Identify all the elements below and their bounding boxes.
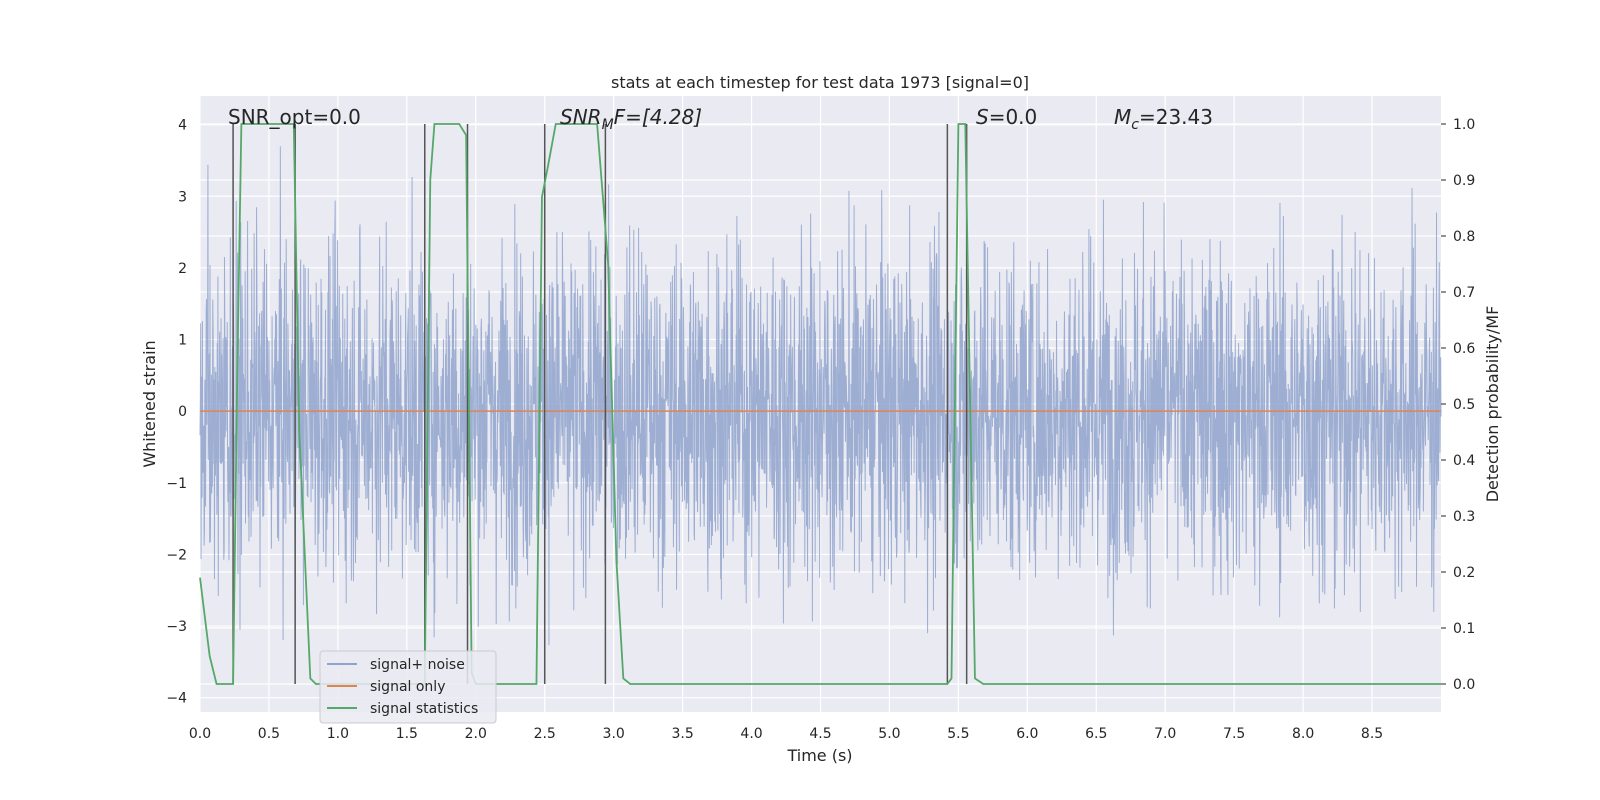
x-tick-label: 4.5 [809, 726, 831, 742]
y-tick-label: 1 [178, 333, 187, 349]
chart-title: stats at each timestep for test data 197… [611, 73, 1029, 92]
y2-tick-label: 0.3 [1453, 509, 1475, 525]
x-tick-label: 1.0 [327, 726, 349, 742]
event-markers [232, 124, 968, 684]
signal-noise-line [199, 146, 1442, 646]
y-tick-label: 4 [178, 118, 187, 134]
legend-label-signal-statistics: signal statistics [370, 701, 478, 717]
y2-tick-label: 0.8 [1453, 229, 1475, 245]
y2-tick-label: 0.5 [1453, 397, 1475, 413]
y2-tick-labels: 0.0 0.1 0.2 0.3 0.4 0.5 0.6 0.7 0.8 0.9 1.0 [1441, 117, 1475, 693]
x-tick-label: 7.0 [1154, 726, 1176, 742]
y-tick-label: −2 [166, 547, 187, 563]
y-tick-label: −3 [166, 619, 187, 635]
legend-label-signal-only: signal only [370, 679, 445, 695]
x-tick-label: 3.5 [671, 726, 693, 742]
x-tick-label: 4.0 [740, 726, 762, 742]
y-tick-label: 2 [178, 261, 187, 277]
x-tick-label: 7.5 [1223, 726, 1245, 742]
x-tick-label: 5.0 [878, 726, 900, 742]
y2-tick-label: 0.7 [1453, 285, 1475, 301]
legend-label-signal-noise: signal+ noise [370, 657, 465, 673]
y-tick-labels: −4 −3 −2 −1 0 1 2 3 4 [166, 118, 187, 707]
y2-tick-label: 1.0 [1453, 117, 1475, 133]
y2-tick-label: 0.1 [1453, 621, 1475, 637]
x-tick-label: 8.0 [1292, 726, 1314, 742]
x-tick-label: 2.5 [534, 726, 556, 742]
x-tick-labels: 0.0 0.5 1.0 1.5 2.0 2.5 3.0 3.5 4.0 4.5 5.0 5.5 6.0 6… [189, 726, 1383, 742]
x-tick-label: 0.0 [189, 726, 211, 742]
snr-mf-rest: F=[4.28] [614, 105, 702, 129]
annotation-mc: Mc=23.43 [1114, 105, 1213, 133]
x-axis-label: Time (s) [786, 746, 852, 765]
snr-mf-base: SNR [560, 105, 602, 129]
y2-tick-label: 0.6 [1453, 341, 1475, 357]
legend: signal+ noise signal only signal statist… [319, 650, 497, 724]
y-tick-label: −1 [166, 476, 187, 492]
y2-tick-label: 0.0 [1453, 677, 1475, 693]
x-tick-label: 6.5 [1085, 726, 1107, 742]
x-tick-label: 1.5 [396, 726, 418, 742]
s-rest: =0.0 [989, 105, 1038, 129]
annotation-snr-mf: SNRMF=[4.28] [560, 105, 702, 133]
x-tick-label: 0.5 [258, 726, 280, 742]
y2-tick-label: 0.4 [1453, 453, 1475, 469]
x-tick-label: 8.5 [1361, 726, 1383, 742]
s-italic: S [976, 105, 989, 129]
x-tick-label: 6.0 [1016, 726, 1038, 742]
y2-tick-label: 0.2 [1453, 565, 1475, 581]
x-tick-label: 5.5 [947, 726, 969, 742]
y-axis-label: Whitened strain [140, 340, 159, 467]
annotation-s: S=0.0 [976, 105, 1037, 129]
y-tick-label: 3 [178, 189, 187, 205]
y-tick-label: −4 [166, 691, 187, 707]
mc-sub: c [1131, 117, 1139, 133]
snr-mf-sub: M [602, 117, 614, 133]
annotation-snr-opt: SNR_opt=0.0 [228, 105, 361, 129]
y2-tick-label: 0.9 [1453, 173, 1475, 189]
x-tick-label: 3.0 [603, 726, 625, 742]
y2-axis-label: Detection probability/MF [1483, 306, 1502, 503]
y-tick-label: 0 [178, 404, 187, 420]
x-tick-label: 2.0 [465, 726, 487, 742]
series-signal-noise [199, 146, 1442, 646]
legend-box [319, 650, 497, 724]
mc-rest: =23.43 [1139, 105, 1213, 129]
mc-base: M [1114, 105, 1131, 129]
